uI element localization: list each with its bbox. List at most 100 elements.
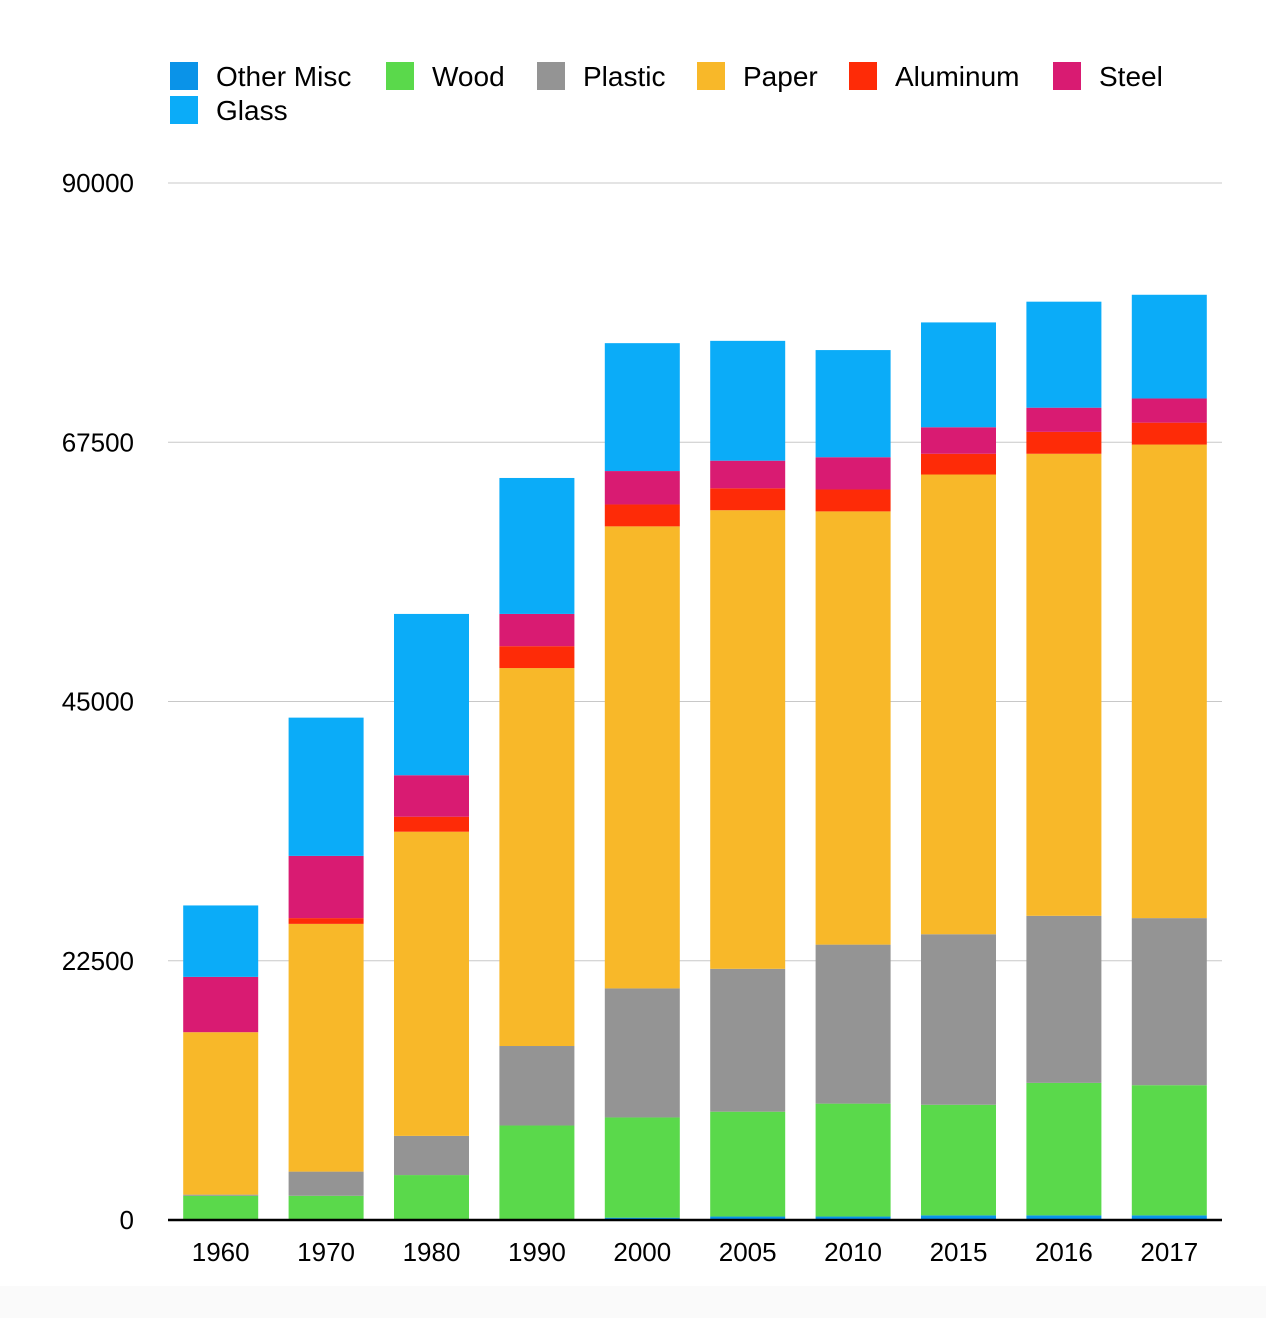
bar-glass-1990 — [499, 477, 575, 614]
legend-item-other-misc: Other Misc — [170, 61, 351, 92]
y-tick-label: 0 — [120, 1205, 134, 1235]
bar-wood-1990 — [499, 1125, 575, 1220]
x-tick-label: 1980 — [403, 1237, 461, 1267]
bar-glass-2010 — [815, 350, 891, 458]
bar-paper-1970 — [288, 923, 364, 1172]
footer-strip — [0, 1286, 1266, 1318]
bar-steel-2017 — [1131, 398, 1207, 423]
bar-aluminum-1990 — [499, 646, 575, 669]
bar-glass-1960 — [183, 905, 259, 977]
bar-glass-1970 — [288, 717, 364, 856]
bar-glass-2015 — [921, 322, 996, 428]
bar-glass-2000 — [604, 343, 680, 472]
bar-aluminum-2005 — [710, 488, 786, 511]
bar-steel-1960 — [183, 976, 259, 1033]
bar-steel-2005 — [710, 460, 786, 489]
bar-stack-2000 — [604, 343, 680, 1220]
x-tick-label: 2005 — [719, 1237, 777, 1267]
x-tick-label: 1970 — [297, 1237, 355, 1267]
bar-wood-2015 — [921, 1104, 996, 1216]
bar-plastic-2005 — [710, 968, 786, 1112]
bar-other-misc-2017 — [1131, 1215, 1207, 1220]
legend-label: Aluminum — [895, 61, 1019, 92]
bar-glass-2005 — [710, 340, 786, 461]
bar-plastic-1990 — [499, 1046, 575, 1126]
y-tick-label: 67500 — [62, 427, 134, 457]
bar-steel-2016 — [1026, 407, 1102, 432]
bar-plastic-1970 — [288, 1171, 364, 1196]
legend-item-paper: Paper — [697, 61, 818, 92]
bar-aluminum-2000 — [604, 504, 680, 527]
legend-item-wood: Wood — [386, 61, 505, 92]
bar-wood-2005 — [710, 1111, 786, 1217]
bar-paper-1990 — [499, 668, 575, 1047]
bars — [183, 294, 1207, 1220]
bar-other-misc-2010 — [815, 1216, 891, 1220]
bar-plastic-1960 — [183, 1194, 259, 1196]
bar-stack-2015 — [921, 322, 996, 1220]
legend-swatch — [386, 62, 414, 90]
bar-steel-2000 — [604, 471, 680, 505]
x-tick-label: 2010 — [824, 1237, 882, 1267]
x-tick-label: 2016 — [1035, 1237, 1093, 1267]
bar-steel-2010 — [815, 457, 891, 490]
y-tick-label: 22500 — [62, 946, 134, 976]
bar-stack-1990 — [499, 477, 575, 1220]
bar-wood-1980 — [394, 1175, 469, 1220]
bar-paper-2017 — [1131, 444, 1207, 919]
legend-label: Glass — [216, 95, 288, 126]
legend-label: Plastic — [583, 61, 665, 92]
bar-plastic-2015 — [921, 934, 996, 1105]
legend-label: Paper — [743, 61, 818, 92]
bar-stack-2010 — [815, 350, 891, 1220]
legend-item-steel: Steel — [1053, 61, 1163, 92]
bar-paper-2000 — [604, 526, 680, 989]
legend-swatch — [697, 62, 725, 90]
y-tick-label: 45000 — [62, 687, 134, 717]
bar-plastic-2016 — [1026, 915, 1102, 1083]
x-tick-label: 2017 — [1140, 1237, 1198, 1267]
bar-stack-2005 — [710, 340, 786, 1220]
legend-swatch — [849, 62, 877, 90]
bar-aluminum-1980 — [394, 816, 469, 832]
legend-swatch — [1053, 62, 1081, 90]
bar-aluminum-1970 — [288, 918, 364, 924]
bar-stack-1980 — [394, 613, 469, 1220]
legend-label: Steel — [1099, 61, 1163, 92]
bar-wood-2017 — [1131, 1085, 1207, 1216]
bar-wood-1970 — [288, 1195, 364, 1220]
bar-plastic-2017 — [1131, 918, 1207, 1086]
bar-steel-2015 — [921, 427, 996, 454]
bar-paper-1960 — [183, 1032, 259, 1195]
bar-stack-1960 — [183, 905, 259, 1220]
bar-other-misc-2015 — [921, 1215, 996, 1220]
legend-item-glass: Glass — [170, 95, 288, 126]
bar-stack-1970 — [288, 717, 364, 1220]
bar-aluminum-2015 — [921, 453, 996, 475]
bar-paper-2010 — [815, 511, 891, 945]
legend-item-plastic: Plastic — [537, 61, 665, 92]
bar-paper-2005 — [710, 510, 786, 969]
legend-swatch — [170, 96, 198, 124]
bar-wood-2016 — [1026, 1082, 1102, 1216]
legend-item-aluminum: Aluminum — [849, 61, 1019, 92]
legend-label: Other Misc — [216, 61, 351, 92]
bar-steel-1980 — [394, 775, 469, 817]
axes: 0 22500 45000 67500 90000 1960 1970 1980 1990 200… — [62, 168, 1222, 1267]
bar-steel-1990 — [499, 613, 575, 647]
legend: Other Misc Wood Plastic Paper Aluminum Steel G… — [170, 61, 1163, 126]
bar-steel-1970 — [288, 855, 364, 919]
bar-aluminum-2016 — [1026, 431, 1102, 454]
bar-paper-2016 — [1026, 453, 1102, 916]
bar-plastic-1980 — [394, 1135, 469, 1176]
bar-aluminum-2010 — [815, 489, 891, 512]
bar-paper-2015 — [921, 474, 996, 935]
legend-swatch — [170, 62, 198, 90]
bar-wood-2000 — [604, 1117, 680, 1218]
bar-other-misc-2005 — [710, 1216, 786, 1220]
bar-glass-2017 — [1131, 294, 1207, 399]
bar-wood-2010 — [815, 1103, 891, 1217]
bar-plastic-2010 — [815, 944, 891, 1104]
